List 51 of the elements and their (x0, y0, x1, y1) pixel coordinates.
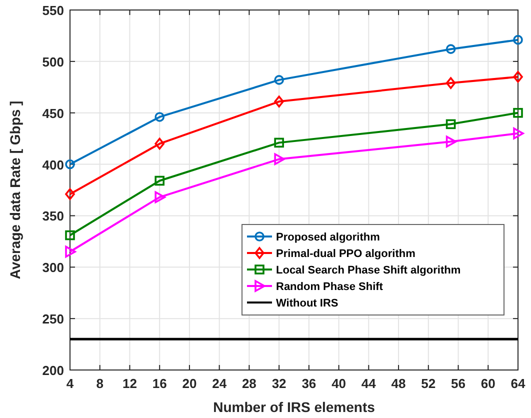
y-tick-label: 350 (42, 208, 64, 224)
x-tick-label: 64 (510, 376, 526, 391)
legend-label: Primal-dual PPO algorithm (276, 248, 416, 260)
x-tick-label: 56 (451, 376, 466, 391)
x-tick-label: 16 (152, 376, 167, 391)
x-tick-label: 44 (361, 376, 377, 391)
point (65, 246, 76, 258)
y-tick-label: 550 (42, 3, 64, 18)
x-tick-label: 48 (391, 376, 406, 391)
y-tick-label: 250 (42, 312, 64, 327)
x-tick-label: 36 (302, 376, 316, 391)
x-tick-label: 24 (212, 376, 228, 391)
point (154, 138, 164, 150)
point (274, 96, 284, 108)
x-tick-label: 28 (242, 376, 256, 391)
x-tick-label: 60 (480, 376, 496, 391)
point (274, 138, 284, 148)
legend-label: Local Search Phase Shift algorithm (276, 264, 461, 276)
point (513, 128, 524, 140)
legend-label: Random Phase Shift (276, 281, 384, 293)
point (154, 176, 164, 186)
point (65, 230, 75, 240)
x-tick-label: 32 (272, 376, 286, 391)
x-tick-label: 4 (66, 376, 74, 391)
x-tick-label: 40 (332, 376, 346, 391)
point (154, 112, 164, 122)
x-tick-label: 52 (421, 376, 436, 391)
point (446, 77, 456, 89)
point (446, 136, 457, 148)
point (513, 108, 523, 118)
point (513, 34, 523, 45)
x-tick-label: 20 (182, 376, 197, 391)
point (446, 44, 456, 54)
legend-label: Without IRS (276, 298, 338, 310)
point (446, 119, 456, 130)
point (65, 188, 75, 200)
x-axis-title: Number of IRS elements (213, 399, 376, 415)
point (513, 70, 523, 83)
y-tick-label: 500 (42, 54, 64, 70)
y-tick-label: 200 (42, 363, 64, 378)
point (274, 75, 284, 85)
y-axis-title: Average data Rate [ Gbps ] (7, 100, 23, 280)
x-tick-label: 12 (122, 376, 137, 391)
point (154, 191, 166, 204)
point (65, 159, 75, 170)
point (274, 153, 285, 166)
y-tick-label: 400 (42, 157, 64, 172)
x-tick-label: 8 (96, 376, 104, 391)
y-tick-label: 450 (42, 106, 64, 121)
y-tick-label: 300 (42, 260, 64, 276)
legend-label: Proposed algorithm (276, 232, 380, 244)
